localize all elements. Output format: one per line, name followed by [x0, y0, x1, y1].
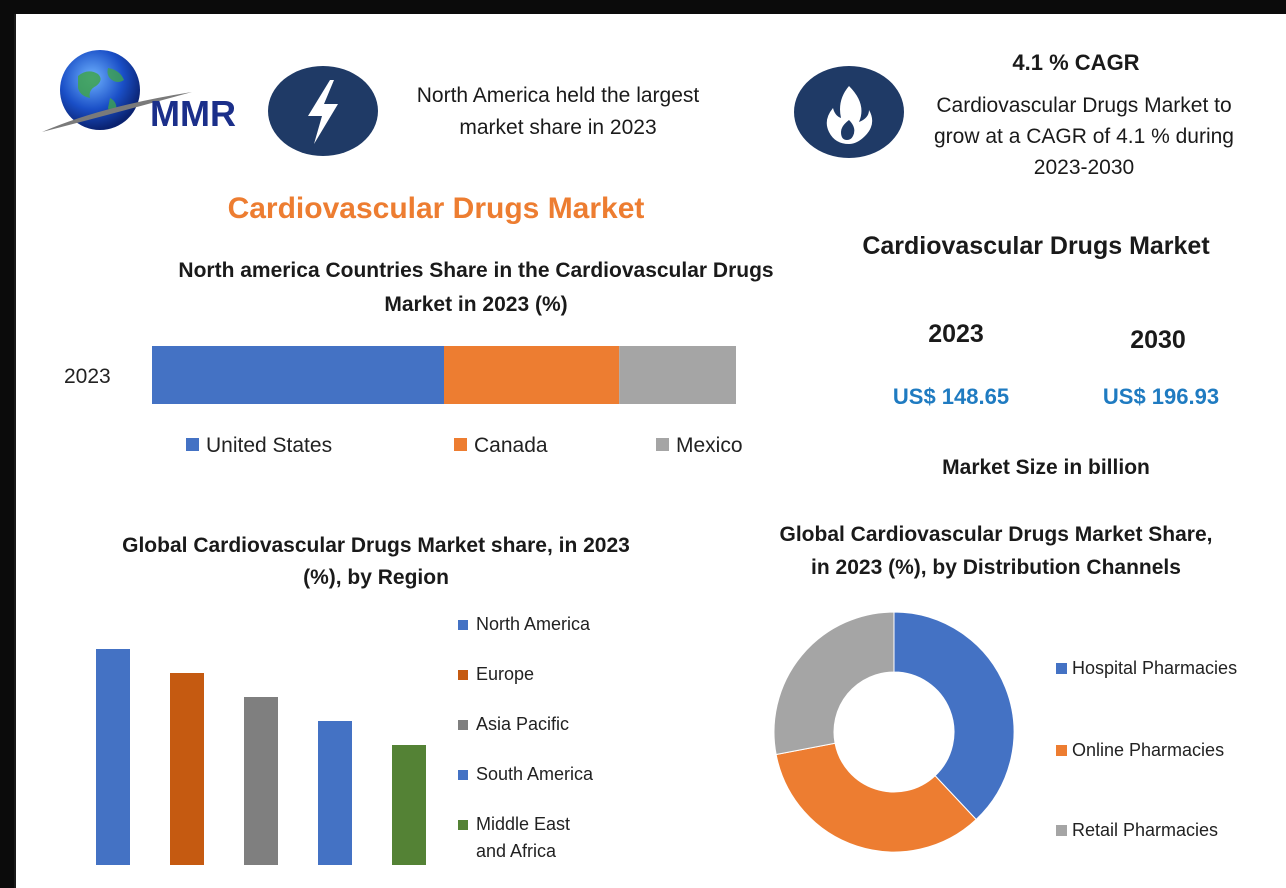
legend-label: Canada [474, 434, 548, 457]
bar [392, 745, 426, 865]
market-size-caption: Market Size in billion [942, 456, 1150, 479]
chart1-title: North america Countries Share in the Car… [178, 259, 774, 316]
lightning-badge [268, 66, 378, 156]
legend-swatch [186, 438, 199, 451]
bar-segment-united-states [152, 346, 444, 404]
region-share-chart: North America Europe Asia Pacific South Ame… [96, 614, 594, 865]
donut-slice [893, 611, 1015, 821]
legend-swatch [1056, 663, 1067, 674]
north-america-share-chart: 2023 United States Canada Mexico [64, 346, 743, 457]
chart2-title: Global Cardiovascular Drugs Market share… [122, 534, 630, 589]
bar [318, 721, 352, 865]
distribution-channel-chart: Hospital Pharmacies Online Pharmacies Reta… [773, 611, 1237, 853]
legend-swatch [1056, 745, 1067, 756]
main-title: Cardiovascular Drugs Market [227, 192, 645, 225]
bar-segment-canada [444, 346, 620, 404]
legend-swatch [458, 620, 468, 630]
legend-label: Asia Pacific [476, 714, 569, 734]
north-america-callout: North America held the largest market sh… [416, 84, 700, 139]
logo-text: MMR [150, 93, 236, 134]
bar [170, 673, 204, 865]
donut-slice [773, 611, 895, 756]
globe-icon: MMR [42, 50, 236, 134]
legend-label: Hospital Pharmacies [1072, 658, 1237, 678]
legend-swatch [656, 438, 669, 451]
legend-label: and Africa [476, 841, 557, 861]
market-value-2023: US$ 148.65 [892, 384, 1010, 409]
category-label-2023: 2023 [64, 365, 111, 388]
lightning-icon [308, 80, 338, 144]
legend-label: South America [476, 764, 594, 784]
market-year-2023: 2023 [928, 320, 984, 348]
market-size-title: Cardiovascular Drugs Market [862, 232, 1210, 260]
market-value-2030: US$ 196.93 [1102, 384, 1220, 409]
logo: MMR [38, 46, 248, 138]
flame-icon [826, 86, 873, 144]
legend-label: Mexico [676, 434, 743, 457]
flame-badge [794, 66, 904, 158]
legend-label: Middle East [476, 814, 570, 834]
legend-swatch [458, 720, 468, 730]
cagr-heading: 4.1 % CAGR [1012, 50, 1140, 75]
bar-segment-mexico [619, 346, 736, 404]
legend-swatch [458, 820, 468, 830]
bar [244, 697, 278, 865]
infographic-panel: MMR North America held the largest marke… [14, 14, 1286, 888]
legend-label: United States [206, 434, 332, 457]
legend-label: North America [476, 614, 591, 634]
legend-swatch [458, 770, 468, 780]
market-year-2030: 2030 [1130, 326, 1186, 354]
legend-swatch [458, 670, 468, 680]
legend-swatch [454, 438, 467, 451]
legend-swatch [1056, 825, 1067, 836]
legend-label: Retail Pharmacies [1072, 820, 1218, 840]
legend-label: Europe [476, 664, 534, 684]
bar [96, 649, 130, 865]
donut-slice [775, 742, 977, 853]
chart3-title: Global Cardiovascular Drugs Market Share… [779, 523, 1213, 579]
cagr-text: Cardiovascular Drugs Market to grow at a… [934, 94, 1234, 179]
legend-label: Online Pharmacies [1072, 740, 1224, 760]
